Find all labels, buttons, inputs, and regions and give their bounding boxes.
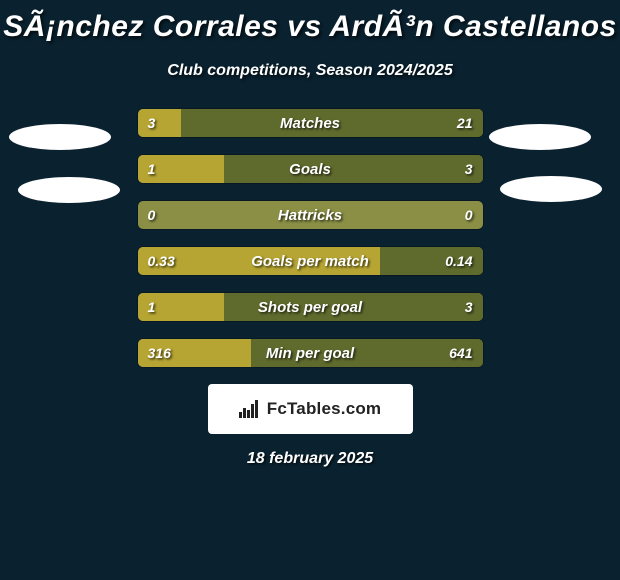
stat-row: 00Hattricks (137, 200, 484, 230)
stat-label: Matches (138, 109, 483, 137)
date-label: 18 february 2025 (0, 450, 620, 468)
page-subtitle: Club competitions, Season 2024/2025 (0, 62, 620, 80)
branding-text: FcTables.com (267, 399, 382, 419)
branding-badge: FcTables.com (208, 384, 413, 434)
avatar-right-1 (489, 124, 591, 150)
stat-row: 13Shots per goal (137, 292, 484, 322)
avatar-left-1 (9, 124, 111, 150)
stat-label: Hattricks (138, 201, 483, 229)
stat-label: Shots per goal (138, 293, 483, 321)
avatar-right-2 (500, 176, 602, 202)
stat-label: Goals per match (138, 247, 483, 275)
avatar-left-2 (18, 177, 120, 203)
page-title: SÃ¡nchez Corrales vs ArdÃ³n Castellanos (0, 0, 620, 44)
stat-label: Min per goal (138, 339, 483, 367)
stat-row: 0.330.14Goals per match (137, 246, 484, 276)
stat-row: 316641Min per goal (137, 338, 484, 368)
stat-label: Goals (138, 155, 483, 183)
stat-row: 321Matches (137, 108, 484, 138)
stat-row: 13Goals (137, 154, 484, 184)
bars-icon (239, 400, 261, 418)
